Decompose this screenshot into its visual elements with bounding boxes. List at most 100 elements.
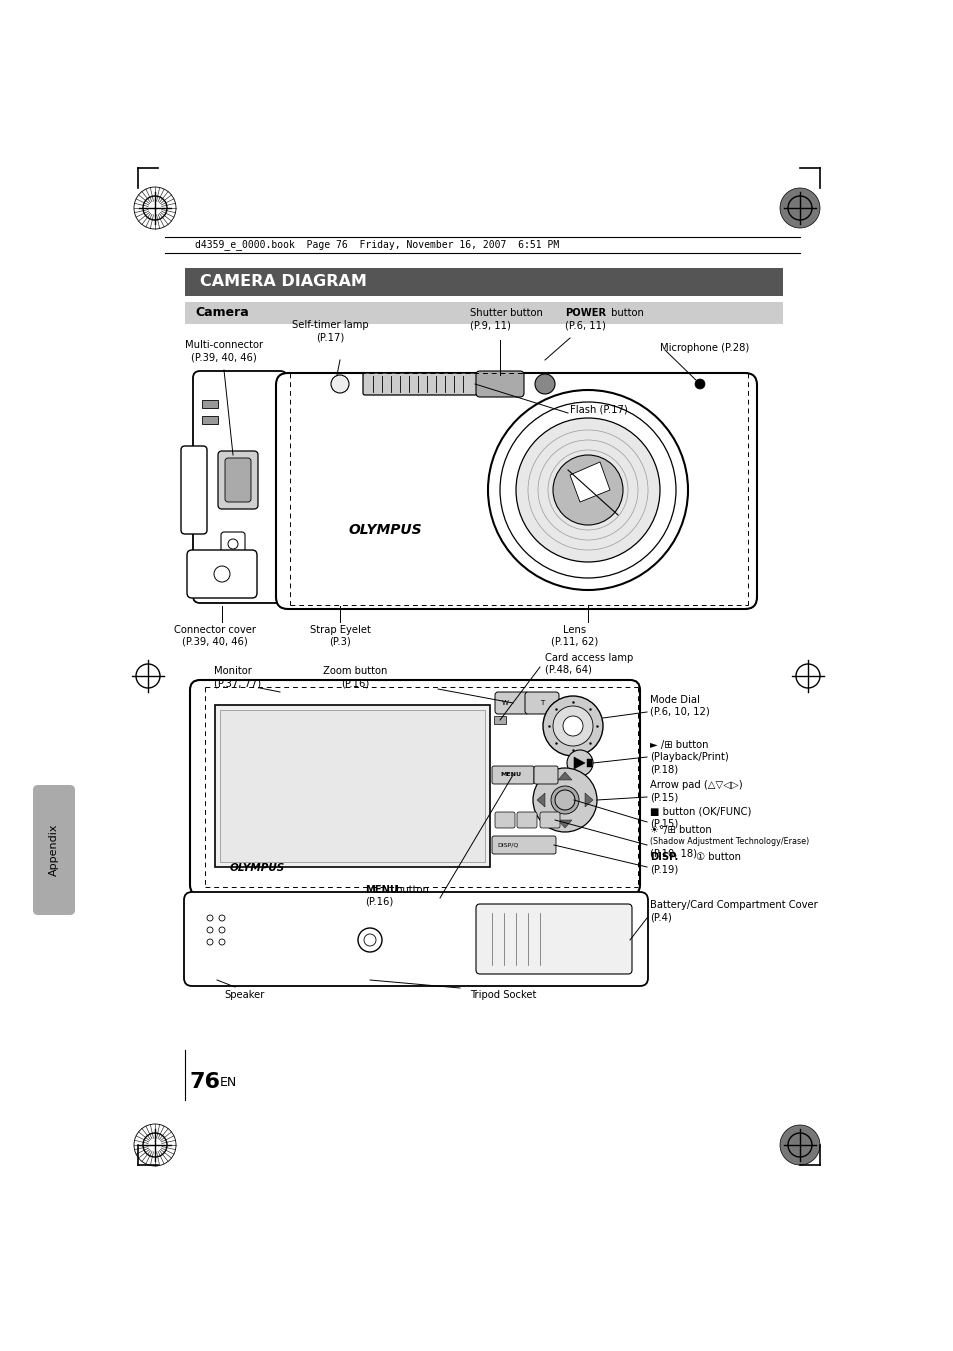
Circle shape (553, 707, 593, 746)
Text: (P.15): (P.15) (649, 817, 678, 828)
FancyBboxPatch shape (492, 836, 556, 854)
Text: (P.11, 62): (P.11, 62) (551, 638, 598, 647)
Text: (P.15): (P.15) (649, 792, 678, 802)
Text: (P.39, 40, 46): (P.39, 40, 46) (182, 638, 248, 647)
FancyBboxPatch shape (275, 373, 757, 609)
FancyBboxPatch shape (495, 812, 515, 828)
Circle shape (331, 376, 349, 393)
Text: (P.48, 64): (P.48, 64) (544, 665, 591, 676)
Circle shape (551, 786, 578, 815)
Circle shape (219, 915, 225, 921)
FancyBboxPatch shape (187, 550, 256, 598)
Text: button: button (393, 885, 429, 894)
FancyBboxPatch shape (495, 692, 529, 713)
Circle shape (553, 455, 622, 526)
Text: (P.16): (P.16) (365, 897, 393, 907)
Bar (185, 303, 782, 324)
Text: (P.10, 18): (P.10, 18) (649, 848, 697, 859)
Text: ► /⊞ button: ► /⊞ button (649, 740, 708, 750)
Polygon shape (558, 820, 572, 828)
Text: Mode Dial: Mode Dial (649, 694, 700, 705)
FancyBboxPatch shape (221, 532, 245, 557)
Text: (P.6, 11): (P.6, 11) (564, 320, 605, 330)
FancyBboxPatch shape (476, 372, 523, 397)
Text: 76: 76 (190, 1071, 221, 1092)
Text: button: button (607, 308, 643, 317)
Bar (586, 759, 592, 767)
Circle shape (219, 939, 225, 944)
Text: (P.18): (P.18) (649, 765, 678, 774)
Circle shape (207, 927, 213, 934)
Text: ① button: ① button (692, 852, 740, 862)
Circle shape (488, 390, 687, 590)
FancyBboxPatch shape (181, 446, 207, 534)
Circle shape (535, 374, 555, 394)
Text: MENU: MENU (499, 773, 520, 777)
Text: Self-timer lamp: Self-timer lamp (292, 320, 368, 330)
Text: (P.17): (P.17) (315, 332, 344, 342)
Text: Strap Eyelet: Strap Eyelet (309, 626, 370, 635)
Text: (P.6, 10, 12): (P.6, 10, 12) (649, 707, 709, 717)
Text: (P.16): (P.16) (340, 678, 369, 688)
FancyBboxPatch shape (225, 458, 251, 503)
Text: Camera: Camera (194, 307, 249, 319)
Text: (P.9, 11): (P.9, 11) (470, 320, 511, 330)
Bar (214, 705, 490, 867)
Text: OLYMPUS: OLYMPUS (230, 863, 285, 873)
FancyBboxPatch shape (218, 451, 257, 509)
Polygon shape (584, 793, 593, 807)
FancyBboxPatch shape (524, 692, 558, 713)
Polygon shape (574, 757, 584, 769)
Text: POWER: POWER (564, 308, 605, 317)
Bar (220, 711, 484, 862)
FancyBboxPatch shape (492, 766, 534, 784)
Circle shape (499, 403, 676, 578)
Text: Battery/Card Compartment Cover: Battery/Card Compartment Cover (649, 900, 817, 911)
Text: EN: EN (220, 1075, 237, 1089)
Circle shape (695, 380, 704, 389)
Circle shape (207, 939, 213, 944)
FancyBboxPatch shape (539, 812, 559, 828)
Bar (202, 416, 218, 424)
Text: (P.37, 77): (P.37, 77) (213, 678, 261, 688)
Text: (P.19): (P.19) (649, 865, 678, 874)
Text: Card access lamp: Card access lamp (544, 653, 633, 663)
Circle shape (219, 927, 225, 934)
Text: CAMERA DIAGRAM: CAMERA DIAGRAM (200, 274, 367, 289)
Text: Multi-connector: Multi-connector (185, 340, 263, 350)
Circle shape (555, 790, 575, 811)
Circle shape (542, 696, 602, 757)
Text: Connector cover: Connector cover (173, 626, 255, 635)
Text: DISP/Q: DISP/Q (497, 843, 517, 847)
Circle shape (207, 915, 213, 921)
Text: Tripod Socket: Tripod Socket (470, 990, 536, 1000)
Circle shape (562, 716, 582, 736)
Text: Microphone (P.28): Microphone (P.28) (659, 343, 748, 353)
Text: T: T (539, 700, 543, 707)
Circle shape (566, 750, 593, 775)
FancyBboxPatch shape (363, 373, 476, 394)
Text: (Shadow Adjustment Technology/Erase): (Shadow Adjustment Technology/Erase) (649, 838, 808, 846)
Polygon shape (558, 771, 572, 780)
Text: (P.3): (P.3) (329, 638, 351, 647)
Circle shape (364, 934, 375, 946)
Polygon shape (569, 462, 609, 503)
Text: d4359_e_0000.book  Page 76  Friday, November 16, 2007  6:51 PM: d4359_e_0000.book Page 76 Friday, Novemb… (194, 239, 558, 250)
Circle shape (516, 417, 659, 562)
FancyBboxPatch shape (190, 680, 639, 894)
Circle shape (228, 539, 237, 549)
Text: OLYMPUS: OLYMPUS (348, 523, 421, 536)
FancyBboxPatch shape (534, 766, 558, 784)
Polygon shape (537, 793, 544, 807)
Text: ■ button (OK/FUNC): ■ button (OK/FUNC) (649, 807, 751, 816)
Text: Monitor: Monitor (213, 666, 252, 676)
Text: Flash (P.17): Flash (P.17) (569, 405, 627, 415)
Text: MENU: MENU (365, 885, 397, 894)
FancyBboxPatch shape (184, 892, 647, 986)
FancyBboxPatch shape (33, 785, 75, 915)
Bar (185, 267, 782, 296)
Text: Zoom button: Zoom button (322, 666, 387, 676)
Text: (P.39, 40, 46): (P.39, 40, 46) (191, 353, 256, 362)
Circle shape (357, 928, 381, 952)
Bar (494, 716, 505, 724)
